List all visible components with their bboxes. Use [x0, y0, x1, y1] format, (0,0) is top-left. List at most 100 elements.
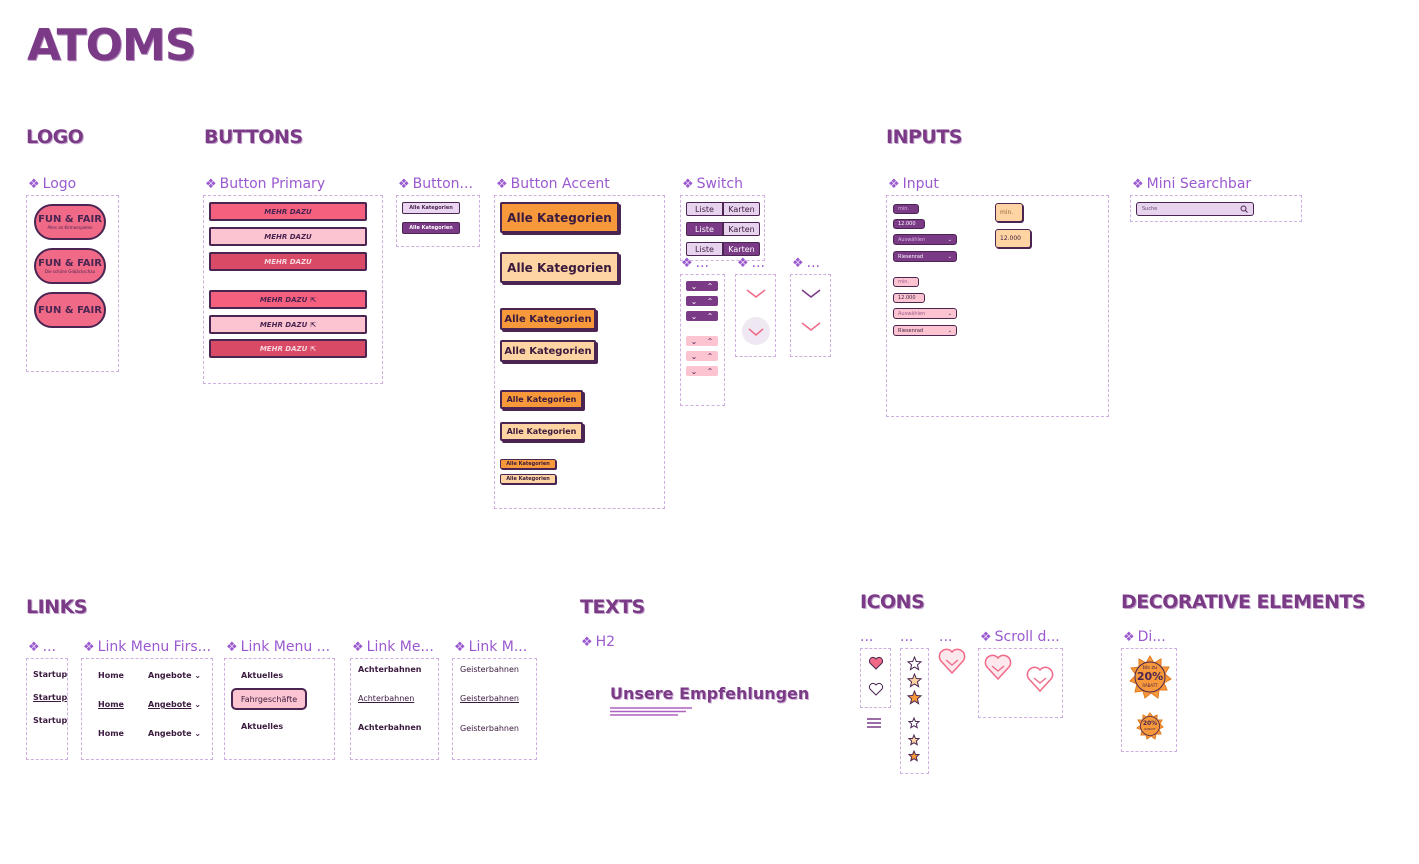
chevron-toggle-frame[interactable]: ⌄ ⌃ ⌄ ⌃ ⌄ ⌃ ⌄ ⌃ ⌄ ⌃ ⌄ ⌃ [680, 274, 725, 406]
view-switch-karten-active[interactable]: Liste Karten [686, 242, 760, 256]
switch-option-liste[interactable]: Liste [686, 242, 723, 256]
discount-frame[interactable]: bis zu 20% RABATT 20% RABATT [1121, 648, 1177, 752]
primary-button-with-icon-active[interactable]: MEHR DAZU ⇱ [209, 339, 367, 358]
component-label-link-me[interactable]: ❖ Link Me... [352, 639, 434, 655]
switch-option-liste[interactable]: Liste [686, 222, 723, 236]
link-menu-first-frame[interactable]: Home Angebote ⌄ Home Angebote ⌄ Home Ang… [81, 658, 213, 760]
search-input[interactable]: Suche [1136, 202, 1254, 216]
star-filled-icon[interactable] [907, 690, 922, 705]
link-me-frame[interactable]: Achterbahnen Achterbahnen Achterbahnen [350, 658, 439, 760]
select-placeholder[interactable]: Auswählen ⌄ [893, 234, 957, 245]
component-label-switch[interactable]: ❖ Switch [682, 176, 743, 192]
link-geisterbahnen-hover[interactable]: Geisterbahnen [460, 694, 519, 703]
accent-button-small[interactable]: Alle Kategorien [500, 390, 583, 409]
heart-icons-frame[interactable] [860, 648, 891, 708]
chevron-toggle[interactable]: ⌄ ⌃ [686, 296, 718, 306]
link-startup[interactable]: Startup [33, 670, 68, 679]
chevron-down-icon[interactable] [798, 286, 824, 300]
component-label-button-primary[interactable]: ❖ Button Primary [205, 176, 325, 192]
logo-simple[interactable]: FUN & FAIR [34, 292, 106, 328]
accent-button-medium[interactable]: Alle Kategorien [500, 308, 596, 330]
button-accent-frame[interactable]: Alle Kategorien Alle Kategorien Alle Kat… [494, 195, 665, 509]
chevron-down-icon[interactable] [743, 286, 769, 300]
small-button-active[interactable]: Alle Kategorien [402, 222, 460, 234]
component-label-chevron-toggle[interactable]: ❖... [681, 255, 709, 271]
link-achterbahnen[interactable]: Achterbahnen [358, 665, 422, 674]
component-label-heart-scroll[interactable]: ... [939, 629, 952, 645]
chevron-mixed-frame[interactable] [790, 274, 831, 357]
heart-scroll-icon[interactable] [937, 647, 967, 675]
value-input[interactable]: 12.000 [893, 219, 925, 229]
link-geisterbahnen[interactable]: Geisterbahnen [460, 665, 519, 674]
view-switch-liste-active[interactable]: Liste Karten [686, 222, 760, 236]
component-label-scroll[interactable]: ❖ Scroll d... [980, 629, 1060, 645]
accent-button-small-light[interactable]: Alle Kategorien [500, 422, 583, 441]
link-geisterbahnen-active[interactable]: Geisterbahnen [460, 724, 519, 733]
component-label-link-menu[interactable]: ❖ Link Menu ... [226, 639, 330, 655]
link-achterbahnen-hover[interactable]: Achterbahnen [358, 694, 415, 703]
chevron-toggle-pink[interactable]: ⌄ ⌃ [686, 336, 718, 346]
star-small-half-icon[interactable] [908, 734, 920, 746]
chevron-toggle[interactable]: ⌄ ⌃ [686, 281, 718, 291]
primary-button-with-icon[interactable]: MEHR DAZU ⇱ [209, 290, 367, 309]
logo-frame[interactable]: FUN & FAIR Alles an Kirmesspielen FUN & … [26, 195, 119, 372]
link-startup-active[interactable]: Startup [33, 716, 68, 725]
min-input-pink[interactable]: min. [893, 277, 919, 287]
primary-button-active[interactable]: MEHR DAZU [209, 252, 367, 271]
menu-icon[interactable] [866, 717, 882, 729]
min-input[interactable]: min. [893, 204, 919, 214]
accent-button-large-light[interactable]: Alle Kategorien [500, 252, 619, 283]
link-fahrgeschaefte-active[interactable]: Fahrgeschäfte [231, 688, 307, 710]
accent-button-xs[interactable]: Alle Kategorien [500, 459, 556, 469]
link-aktuelles[interactable]: Aktuelles [241, 671, 284, 680]
component-label-link-m[interactable]: ❖ Link M... [454, 639, 527, 655]
link-angebote-hover[interactable]: Angebote ⌄ [148, 700, 201, 709]
value-input-accent[interactable]: 12.000 [995, 229, 1031, 248]
switch-frame[interactable]: Liste Karten Liste Karten Liste Karten [680, 195, 765, 261]
component-label-input[interactable]: ❖ Input [888, 176, 939, 192]
heart-filled-icon[interactable] [868, 656, 884, 670]
star-small-filled-icon[interactable] [908, 750, 920, 762]
switch-option-karten[interactable]: Karten [723, 202, 760, 216]
star-outline-icon[interactable] [907, 656, 922, 671]
primary-button[interactable]: MEHR DAZU [209, 202, 367, 221]
star-small-outline-icon[interactable] [908, 717, 920, 729]
logo-variant[interactable]: FUN & FAIR Die schöne Gebäckschau [34, 248, 106, 284]
search-icon[interactable] [1240, 205, 1248, 213]
component-label-link-menu-first[interactable]: ❖ Link Menu Firs... [83, 639, 211, 655]
link-achterbahnen-active[interactable]: Achterbahnen [358, 723, 422, 732]
primary-button-hover[interactable]: MEHR DAZU [209, 227, 367, 246]
link-angebote[interactable]: Angebote ⌄ [148, 671, 201, 680]
small-button[interactable]: Alle Kategorien [402, 202, 460, 214]
link-frame[interactable]: Startup Startup Startup [26, 658, 68, 760]
link-home-active[interactable]: Home [98, 729, 124, 738]
select-filled[interactable]: Riesenrad ⌄ [893, 251, 957, 262]
chevron-down-hover-icon[interactable] [742, 317, 770, 345]
heart-scroll-down-icon[interactable] [983, 653, 1013, 681]
view-switch[interactable]: Liste Karten [686, 202, 760, 216]
link-startup-hover[interactable]: Startup [33, 693, 68, 702]
chevron-down-icon[interactable] [798, 319, 824, 333]
component-label-chevron-large[interactable]: ❖... [737, 255, 765, 271]
component-label-star-icons[interactable]: ... [900, 629, 913, 645]
heart-scroll-down-hover-icon[interactable] [1025, 665, 1055, 693]
accent-button-xs-light[interactable]: Alle Kategorien [500, 474, 556, 484]
component-label-button-accent[interactable]: ❖ Button Accent [496, 176, 610, 192]
component-label-discount[interactable]: ❖ Di... [1123, 629, 1166, 645]
logo[interactable]: FUN & FAIR Alles an Kirmesspielen [34, 204, 106, 240]
select-filled-pink[interactable]: Riesenrad ⌄ [893, 325, 957, 336]
accent-button-medium-light[interactable]: Alle Kategorien [500, 340, 596, 362]
button-small-frame[interactable]: Alle Kategorien Alle Kategorien [396, 195, 480, 247]
min-input-accent[interactable]: min. [995, 203, 1023, 222]
chevron-large-frame[interactable] [735, 274, 776, 357]
component-label-logo[interactable]: ❖ Logo [28, 176, 76, 192]
switch-option-liste[interactable]: Liste [686, 202, 723, 216]
switch-option-karten[interactable]: Karten [723, 242, 760, 256]
primary-button-with-icon-hover[interactable]: MEHR DAZU ⇱ [209, 315, 367, 334]
link-m-frame[interactable]: Geisterbahnen Geisterbahnen Geisterbahne… [452, 658, 537, 760]
chevron-toggle[interactable]: ⌄ ⌃ [686, 311, 718, 321]
link-home[interactable]: Home [98, 671, 124, 680]
switch-option-karten[interactable]: Karten [723, 222, 760, 236]
scroll-frame[interactable] [978, 648, 1063, 718]
button-primary-frame[interactable]: MEHR DAZU MEHR DAZU MEHR DAZU MEHR DAZU ⇱… [203, 195, 383, 384]
